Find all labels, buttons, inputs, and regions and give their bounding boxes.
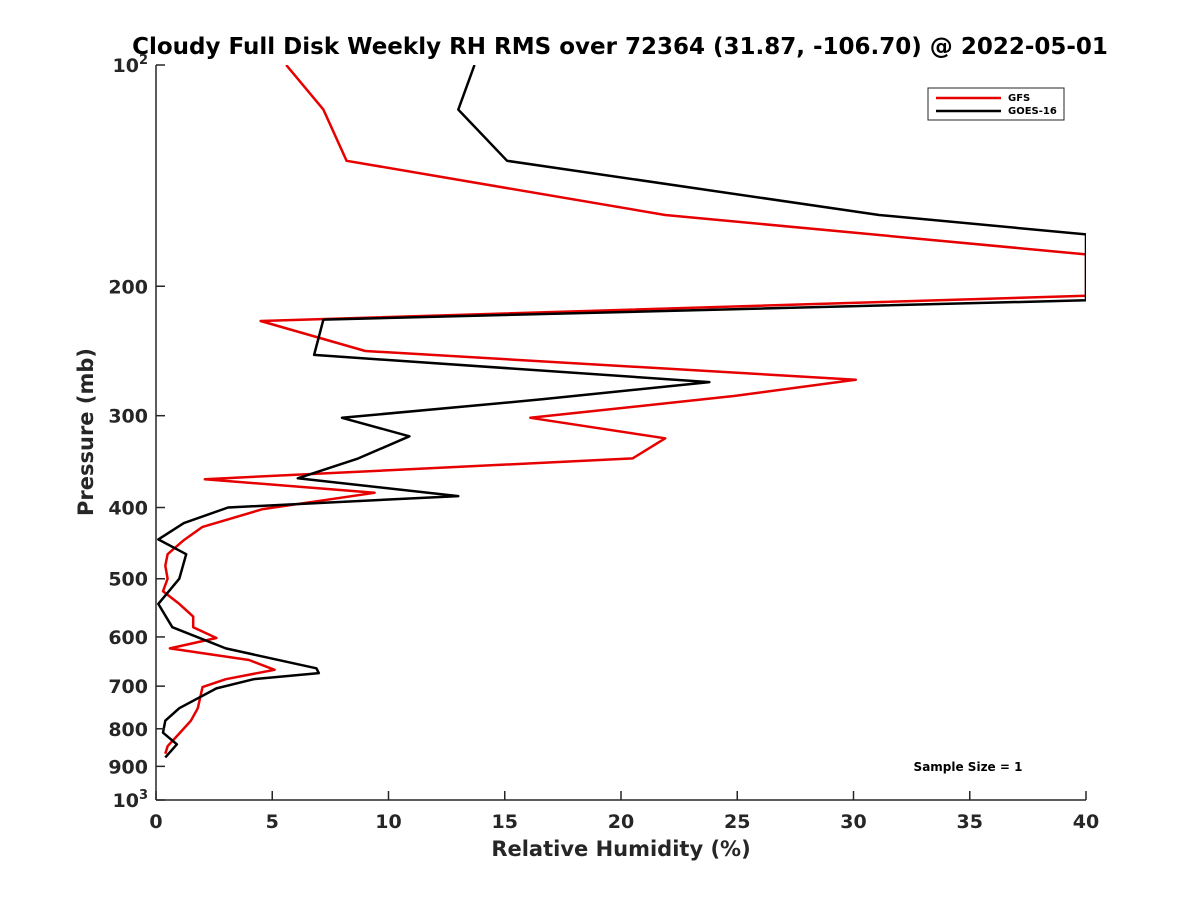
y-tick-label: 200 [108, 276, 148, 298]
y-tick-label: 300 [108, 406, 148, 428]
y-tick-label: 600 [108, 627, 148, 649]
chart-title: Cloudy Full Disk Weekly RH RMS over 7236… [132, 34, 1108, 60]
series-line-gfs [161, 65, 1086, 755]
x-tick-label: 0 [149, 811, 162, 833]
legend: GFS GOES-16 [927, 87, 1065, 121]
y-tick-label: 900 [108, 756, 148, 778]
plot-lines [157, 65, 1086, 759]
y-tick-label: 102 [113, 53, 149, 77]
legend-label-gfs: GFS [1008, 93, 1030, 104]
x-tick-label: 25 [724, 811, 750, 833]
legend-label-goes16: GOES-16 [1008, 106, 1057, 117]
legend-box [927, 87, 1065, 121]
x-tick-label: 5 [266, 811, 279, 833]
sample-size-annotation: Sample Size = 1 [914, 760, 1023, 774]
series-line-goes16 [157, 65, 1086, 759]
x-tick-label: 35 [957, 811, 983, 833]
y-axis-label: Pressure (mb) [74, 348, 98, 516]
y-tick-label: 103 [113, 788, 149, 812]
x-tick-label: 20 [608, 811, 634, 833]
y-tick-label: 500 [108, 569, 148, 591]
x-tick-label: 15 [492, 811, 518, 833]
x-tick-label: 40 [1073, 811, 1099, 833]
y-tick-label: 700 [108, 676, 148, 698]
x-tick-label: 10 [375, 811, 401, 833]
y-tick-label: 800 [108, 719, 148, 741]
y-ticks: 102 200 300 400 500 600 700 800 900 103 [108, 53, 165, 812]
x-ticks: 0 5 10 15 20 25 30 35 40 [149, 791, 1099, 833]
y-tick-label: 400 [108, 498, 148, 520]
x-axis-label: Relative Humidity (%) [491, 837, 750, 861]
x-tick-label: 30 [840, 811, 866, 833]
